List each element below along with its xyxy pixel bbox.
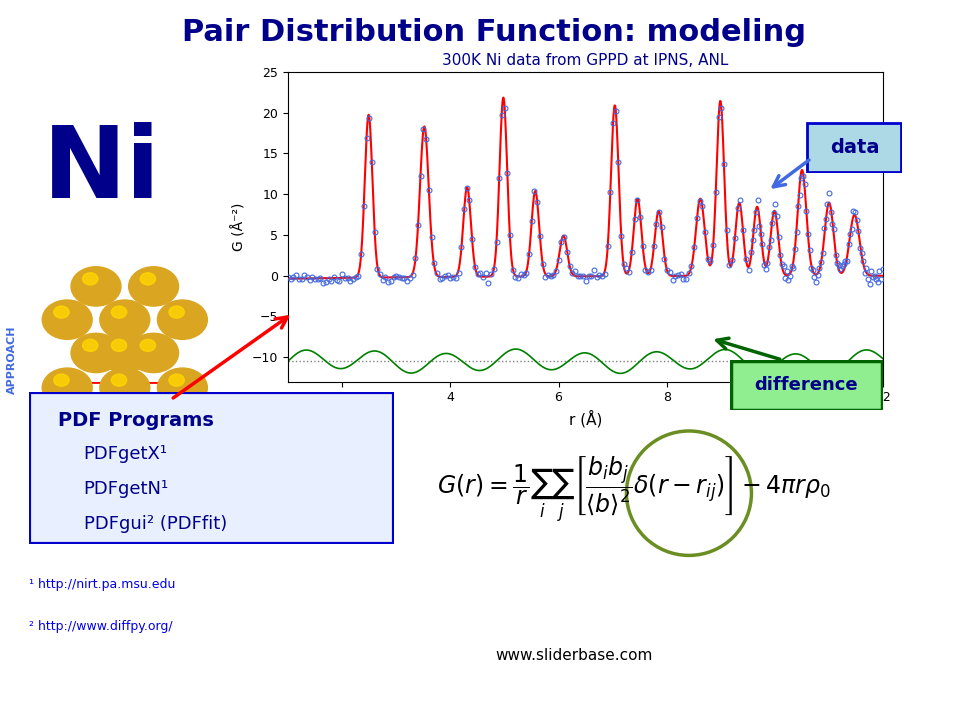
Circle shape <box>42 300 92 339</box>
Text: PDFgetN¹: PDFgetN¹ <box>84 480 169 498</box>
FancyBboxPatch shape <box>732 361 881 410</box>
Text: Pair Distribution Function: modeling: Pair Distribution Function: modeling <box>182 18 806 47</box>
Circle shape <box>140 273 156 285</box>
Text: difference: difference <box>755 376 858 395</box>
Circle shape <box>54 306 69 318</box>
Text: www.sliderbase.com: www.sliderbase.com <box>495 648 652 662</box>
FancyBboxPatch shape <box>73 382 167 424</box>
Circle shape <box>71 266 121 306</box>
Text: PDFgetX¹: PDFgetX¹ <box>84 445 168 464</box>
Circle shape <box>42 368 92 408</box>
Circle shape <box>100 300 150 339</box>
Text: APPROACH: APPROACH <box>7 325 17 394</box>
Circle shape <box>111 339 127 351</box>
Y-axis label: G (Å⁻²): G (Å⁻²) <box>232 202 247 251</box>
FancyBboxPatch shape <box>807 123 901 172</box>
Circle shape <box>71 333 121 373</box>
Text: model: model <box>89 395 151 412</box>
Circle shape <box>111 374 127 386</box>
Text: PDF Programs: PDF Programs <box>58 410 214 430</box>
Title: 300K Ni data from GPPD at IPNS, ANL: 300K Ni data from GPPD at IPNS, ANL <box>443 53 729 68</box>
Text: PDFgui² (PDFfit): PDFgui² (PDFfit) <box>84 515 227 533</box>
Circle shape <box>83 273 98 285</box>
FancyBboxPatch shape <box>29 392 394 544</box>
Circle shape <box>100 333 150 373</box>
Text: data: data <box>829 138 879 157</box>
Circle shape <box>129 266 179 306</box>
Circle shape <box>140 339 156 351</box>
Circle shape <box>111 306 127 318</box>
Circle shape <box>129 333 179 373</box>
Text: Ni: Ni <box>43 122 160 219</box>
Circle shape <box>157 300 207 339</box>
Circle shape <box>169 306 184 318</box>
Text: ² http://www.diffpy.org/: ² http://www.diffpy.org/ <box>29 620 173 634</box>
Circle shape <box>157 368 207 408</box>
Text: ¹ http://nirt.pa.msu.edu: ¹ http://nirt.pa.msu.edu <box>29 578 175 591</box>
Text: $G(r) = \dfrac{1}{r} \sum_i \sum_j \left[ \dfrac{b_i b_j}{\langle b \rangle^2} \: $G(r) = \dfrac{1}{r} \sum_i \sum_j \left… <box>437 454 830 525</box>
Circle shape <box>83 339 98 351</box>
Circle shape <box>100 368 150 408</box>
X-axis label: r (Å): r (Å) <box>569 410 602 428</box>
Circle shape <box>54 374 69 386</box>
Circle shape <box>169 374 184 386</box>
